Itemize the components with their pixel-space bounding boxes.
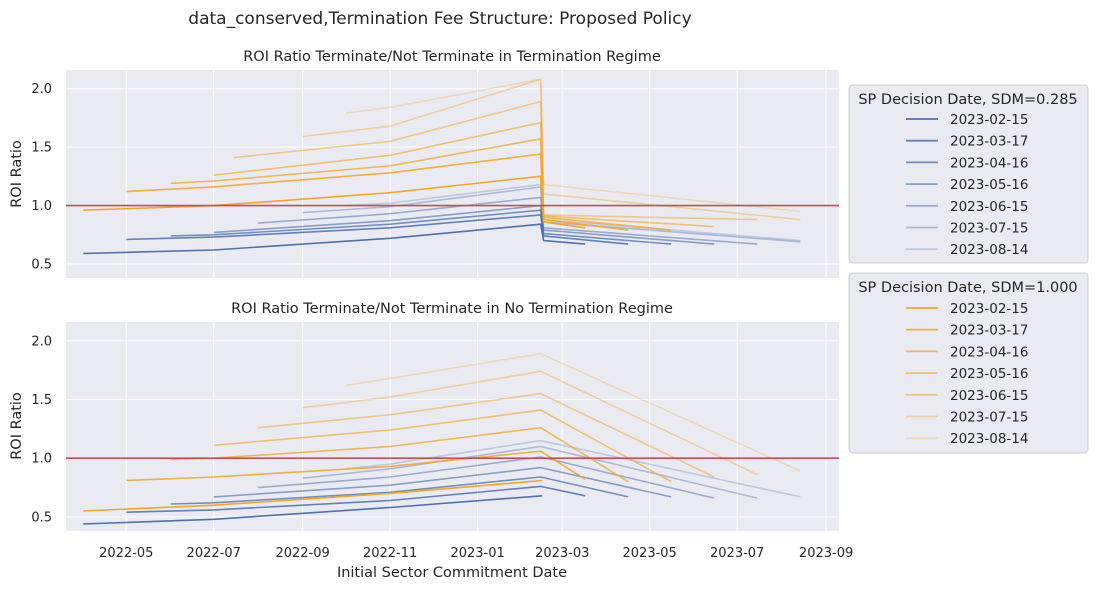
series-line-blue-2023-06-15 (258, 196, 758, 245)
legend-entry-label: 2023-07-15 (950, 221, 1028, 237)
series-line-blue-2023-06-15 (258, 456, 715, 499)
series-line-blue-2023-05-16 (213, 466, 672, 498)
series-line-blue-2023-04-16 (170, 476, 629, 505)
series-line-orange-2023-02-15 (83, 479, 543, 512)
series-line-blue-2023-03-17 (126, 214, 629, 245)
series-line-orange-2023-06-15 (258, 392, 715, 478)
series-line-blue-2023-04-16 (170, 209, 672, 245)
y-axis-label-bottom: ROI Ratio (9, 392, 25, 460)
x-tick-label: 2022-07 (187, 546, 241, 561)
series-line-orange-2023-07-15 (302, 370, 758, 476)
legend-entry-label: 2023-03-17 (950, 323, 1028, 339)
panel-top: 0.5 1.0 1.5 2.0 ROI Ratio Terminate/Not Ter… (9, 49, 839, 278)
y-tick-label: 2.0 (31, 334, 52, 349)
y-tick-label: 1.5 (31, 393, 52, 408)
legend-entry-label: 2023-08-14 (950, 431, 1028, 447)
legend-entry-label: 2023-02-15 (950, 301, 1028, 317)
y-tick-label: 1.5 (31, 141, 52, 156)
y-tick-label: 1.0 (31, 452, 52, 467)
series-line-orange-2023-07-15 (302, 78, 801, 221)
series-line-orange-2023-03-17 (126, 153, 629, 231)
legend-orange-title: SP Decision Date, SDM=1.000 (858, 280, 1077, 296)
x-tick-label: 2022-09 (275, 546, 329, 561)
x-tick-label: 2023-03 (535, 546, 589, 561)
y-ticks-bottom: 0.5 1.0 1.5 2.0 (31, 334, 52, 525)
y-tick-label: 0.5 (31, 257, 52, 272)
series-line-orange-2023-02-15 (83, 175, 586, 229)
series-line-blue-2023-03-17 (126, 485, 586, 513)
series-line-orange-2023-08-14 (345, 352, 801, 472)
legend-entry-label: 2023-04-16 (950, 344, 1028, 360)
y-axis-label-top: ROI Ratio (9, 140, 25, 208)
series-line-blue-2023-08-14 (345, 439, 801, 498)
legend-entry-label: 2023-05-16 (950, 177, 1028, 193)
x-tick-label: 2023-05 (623, 546, 677, 561)
series-line-orange-2023-05-16 (213, 409, 672, 483)
panel-top-title: ROI Ratio Terminate/Not Terminate in Ter… (243, 49, 661, 65)
legend-entry-label: 2023-02-15 (950, 112, 1028, 128)
legend-entry-label: 2023-08-14 (950, 242, 1028, 258)
legend-orange-frame (848, 272, 1089, 454)
x-tick-label: 2023-09 (799, 546, 853, 561)
legend-orange-group: SP Decision Date, SDM=1.000 2023-02-15 20… (848, 272, 1089, 454)
legend-blue-group: SP Decision Date, SDM=0.285 2023-02-15 20… (848, 84, 1089, 264)
y-tick-label: 0.5 (31, 510, 52, 525)
panel-bottom-title: ROI Ratio Terminate/Not Terminate in No … (231, 301, 673, 317)
y-tick-label: 2.0 (31, 82, 52, 97)
legend-entry-label: 2023-04-16 (950, 155, 1028, 171)
x-tick-label: 2023-01 (450, 546, 504, 561)
legend-entry-label: 2023-07-15 (950, 410, 1028, 426)
plot-area-top (66, 70, 839, 278)
legend-entry-label: 2023-03-17 (950, 134, 1028, 150)
y-ticks-top: 0.5 1.0 1.5 2.0 (31, 82, 52, 272)
legend-entry-label: 2023-06-15 (950, 199, 1028, 215)
series-line-blue-2023-02-15 (83, 495, 543, 525)
legend-blue-frame (848, 84, 1089, 264)
x-ticks-bottom: 2022-05 2022-07 2022-09 2022-11 2023-01 2023-… (99, 546, 853, 561)
series-line-blue-2023-02-15 (83, 223, 586, 255)
series-lines-bottom (83, 352, 801, 525)
figure-suptitle: data_conserved,Termination Fee Structure… (188, 9, 691, 29)
y-tick-label: 1.0 (31, 199, 52, 214)
plot-area-bottom (66, 322, 839, 531)
series-line-orange-2023-06-15 (233, 100, 758, 221)
series-line-orange-2023-03-17 (126, 450, 586, 482)
legend-entry-label: 2023-05-16 (950, 366, 1028, 382)
x-tick-label: 2023-07 (710, 546, 764, 561)
series-line-orange-2023-08-14 (345, 78, 801, 213)
series-line-orange-2023-04-16 (170, 138, 672, 231)
legend-blue-title: SP Decision Date, SDM=0.285 (858, 92, 1077, 108)
x-axis-label: Initial Sector Commitment Date (337, 565, 567, 581)
x-tick-label: 2022-05 (99, 546, 153, 561)
panel-bottom: 0.5 1.0 1.5 2.0 2022-05 2022-07 2022-09 2022-1… (9, 301, 853, 581)
legend-entry-label: 2023-06-15 (950, 388, 1028, 404)
x-tick-label: 2022-11 (363, 546, 417, 561)
